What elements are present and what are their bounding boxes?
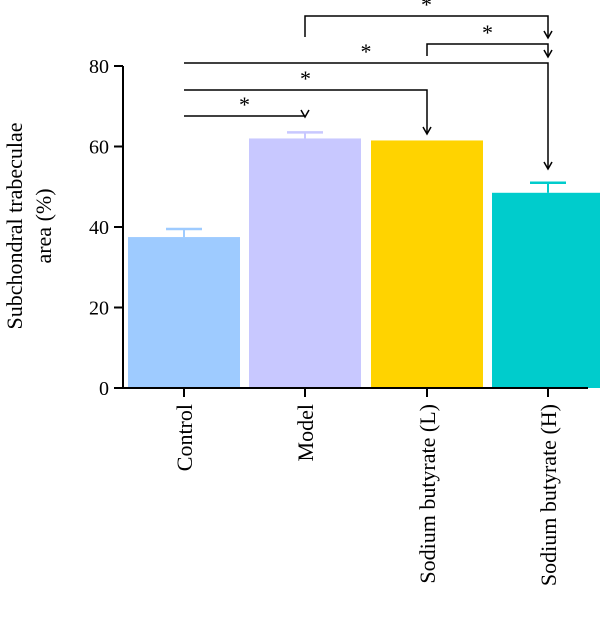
y-tick-label-40: 40 [89, 217, 109, 239]
significance-star-2: * [361, 39, 372, 64]
y-tick-label-60: 60 [89, 137, 109, 159]
bar-2 [371, 140, 483, 388]
y-tick-label-0: 0 [99, 378, 109, 400]
significance-bracket-1 [184, 89, 428, 133]
significance-arrow-2 [543, 161, 553, 171]
x-tick-label-2: Sodium butyrate (L) [415, 404, 440, 584]
significance-star-0: * [239, 92, 250, 117]
x-tick-label-0: Control [172, 404, 197, 471]
significance-bracket-3 [426, 43, 549, 56]
bar-0 [128, 237, 240, 388]
significance-arrow-3 [543, 49, 553, 59]
significance-bracket-2 [184, 62, 549, 168]
plot-area: 0 20 40 60 80 Control Model Sodium butyrate (L)… [89, 0, 600, 586]
y-tick-label-20: 20 [89, 298, 109, 320]
significance-star-4: * [421, 0, 432, 17]
significance-arrow-1 [422, 126, 432, 136]
y-axis-title-line-2: area (%) [31, 188, 56, 263]
bar-1 [249, 138, 361, 388]
significance-arrow-0 [300, 109, 310, 119]
significance-star-1: * [300, 66, 311, 91]
significance-arrow-4 [543, 30, 553, 40]
x-tick-label-1: Model [293, 404, 318, 461]
bar-3 [492, 192, 600, 388]
significance-bracket-4 [304, 15, 549, 37]
y-axis-title-line-1: Subchondral trabeculae [2, 122, 27, 329]
y-tick-label-80: 80 [89, 56, 109, 78]
x-tick-label-3: Sodium butyrate (H) [536, 404, 561, 586]
significance-star-3: * [482, 20, 493, 45]
